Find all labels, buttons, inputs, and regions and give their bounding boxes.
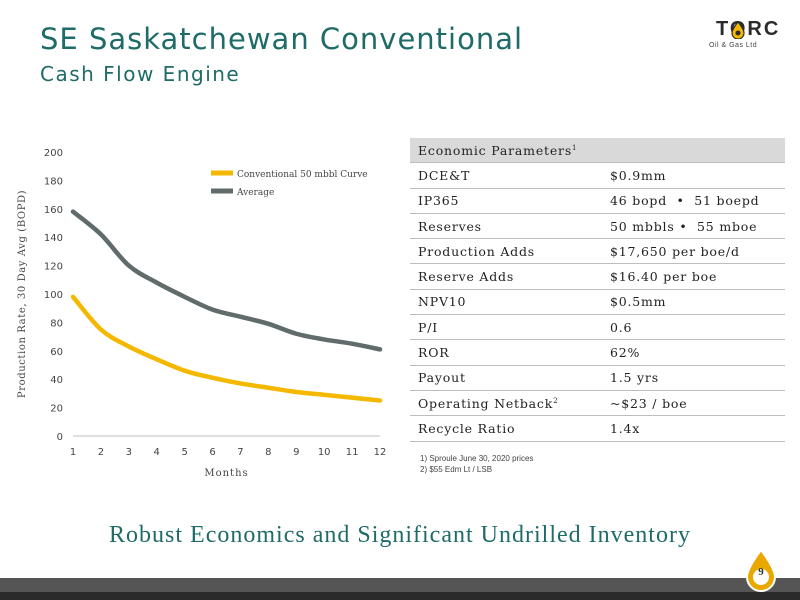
parameter-label: NPV10 [410, 289, 604, 316]
parameter-value: 1.5 yrs [604, 365, 785, 391]
footnote-1: 1) Sproule June 30, 2020 prices [420, 454, 534, 463]
y-tick-label: 160 [44, 205, 63, 216]
parameter-label: Payout [410, 365, 604, 391]
table-header: Economic Parameters1 [410, 138, 785, 164]
parameter-value: 62% [604, 339, 785, 366]
table-row: DCE&T $0.9mm [410, 162, 785, 189]
x-tick-label: 11 [346, 447, 359, 458]
legend-label: Conventional 50 mbbl Curve [237, 170, 368, 180]
x-tick-label: 1 [70, 447, 76, 458]
footer-bar-dark [0, 592, 800, 600]
table-header-footnote-ref: 1 [572, 143, 578, 152]
footnote-ref: 2 [553, 396, 559, 405]
y-tick-label: 180 [44, 176, 63, 187]
logo-subtitle: Oil & Gas Ltd [709, 42, 758, 49]
footer-bar [0, 578, 800, 592]
parameter-value: 50 mbbls • 55 mboe [604, 213, 785, 240]
logo-wordmark: TORC [716, 18, 781, 40]
table-row: NPV10 $0.5mm [410, 289, 785, 316]
series-line [70, 294, 383, 403]
parameter-value: $0.5mm [604, 289, 785, 316]
parameter-value: $0.9mm [604, 162, 785, 189]
table-row: P/I 0.6 [410, 314, 785, 341]
y-tick-label: 40 [50, 375, 63, 386]
x-axis-title: Months [204, 468, 248, 479]
x-tick-label: 6 [209, 447, 215, 458]
company-logo: TORC Oil & Gas Ltd [700, 18, 780, 62]
parameter-label: ROR [410, 339, 604, 366]
y-tick-label: 0 [57, 432, 63, 443]
parameter-value: $17,650 per boe/d [604, 238, 785, 265]
table-row: Recycle Ratio 1.4x [410, 415, 785, 442]
parameter-value: 46 bopd • 51 boepd [604, 188, 785, 214]
x-tick-label: 8 [265, 447, 271, 458]
y-tick-label: 60 [50, 347, 63, 358]
slide-subtitle: Cash Flow Engine [40, 62, 241, 86]
oil-drop-icon [731, 21, 745, 39]
page-number: 9 [758, 566, 764, 578]
parameter-label: Reserve Adds [410, 263, 604, 290]
footnote-2: 2) $55 Edm Lt / LSB [420, 465, 493, 474]
x-tick-label: 7 [237, 447, 243, 458]
table-row: Reserves 50 mbbls • 55 mboe [410, 213, 785, 240]
parameter-label: Operating Netback2 [410, 390, 604, 417]
table-row: Payout 1.5 yrs [410, 365, 785, 391]
parameter-label: P/I [410, 314, 604, 341]
x-tick-label: 2 [98, 447, 104, 458]
x-tick-label: 3 [126, 447, 132, 458]
y-tick-label: 140 [44, 233, 63, 244]
x-tick-label: 4 [154, 447, 160, 458]
parameter-value: 0.6 [604, 314, 785, 341]
parameter-label: Recycle Ratio [410, 415, 604, 442]
parameter-label: Reserves [410, 213, 604, 240]
oil-drop-page-icon [745, 548, 777, 592]
parameter-label: Production Adds [410, 238, 604, 265]
parameter-value: 1.4x [604, 415, 785, 442]
series-line [70, 209, 383, 352]
table-row: ROR 62% [410, 339, 785, 366]
x-tick-label: 5 [181, 447, 187, 458]
table-row: Operating Netback2 ~$23 / boe [410, 390, 785, 417]
tagline: Robust Economics and Significant Undrill… [109, 522, 691, 548]
parameter-value: $16.40 per boe [604, 263, 785, 290]
y-tick-label: 100 [44, 290, 63, 301]
table-header-row: Economic Parameters1 [410, 138, 785, 164]
table-row: IP365 46 bopd • 51 boepd [410, 188, 785, 214]
legend-label: Average [236, 188, 274, 198]
y-axis-title: Production Rate, 30 Day Avg (BOPD) [17, 190, 28, 398]
slide-title: SE Saskatchewan Conventional [40, 22, 524, 56]
x-tick-label: 10 [318, 447, 331, 458]
x-tick-label: 12 [374, 447, 387, 458]
y-tick-label: 120 [44, 262, 63, 273]
parameter-label: IP365 [410, 188, 604, 214]
table-row: Reserve Adds $16.40 per boe [410, 263, 785, 290]
economic-parameters-table: Economic Parameters1 DCE&T $0.9mm IP365 46 b… [410, 138, 785, 442]
table-row: Production Adds $17,650 per boe/d [410, 238, 785, 265]
parameter-value: ~$23 / boe [604, 390, 785, 417]
parameter-label: DCE&T [410, 162, 604, 189]
x-tick-label: 9 [293, 447, 299, 458]
y-tick-label: 80 [50, 318, 63, 329]
y-tick-label: 20 [50, 404, 63, 415]
footnotes: 1) Sproule June 30, 2020 prices 2) $55 E… [420, 453, 533, 475]
y-tick-label: 200 [44, 148, 63, 159]
